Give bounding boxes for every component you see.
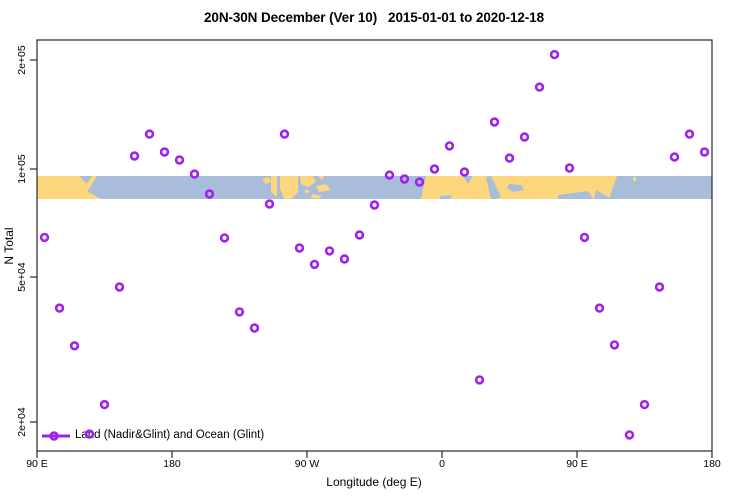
data-point <box>504 153 515 163</box>
data-point <box>294 243 305 253</box>
land-shape <box>271 176 277 197</box>
x-tick-label: 90 W <box>294 458 320 470</box>
data-point <box>354 230 365 240</box>
data-point <box>174 155 185 165</box>
chart-title: 20N-30N December (Ver 10) 2015-01-01 to … <box>204 10 544 25</box>
sea-shape <box>507 184 524 192</box>
data-point <box>129 151 140 161</box>
y-axis-label: N Total <box>2 227 16 265</box>
land-shape <box>83 176 97 192</box>
data-point <box>459 167 470 177</box>
data-point <box>69 341 80 351</box>
x-tick-label: 180 <box>703 458 721 470</box>
land-shape <box>318 176 324 180</box>
data-point <box>699 147 710 157</box>
sea-shape <box>440 195 452 199</box>
y-tick-label: 2e+05 <box>16 45 28 75</box>
sea-shape <box>594 190 612 199</box>
y-tick-label: 2e+04 <box>16 407 28 437</box>
land-shape <box>316 184 331 192</box>
data-point <box>654 282 665 292</box>
data-point <box>39 232 50 243</box>
data-point <box>384 170 395 180</box>
data-point <box>189 169 200 179</box>
sea-shape <box>486 176 501 199</box>
data-point <box>309 259 320 270</box>
data-point <box>609 340 620 350</box>
data-point <box>684 129 695 139</box>
data-point <box>639 399 650 410</box>
land-shape <box>262 177 272 184</box>
data-point <box>114 282 125 292</box>
land-shape <box>305 190 309 193</box>
x-tick-label: 90 E <box>566 458 588 470</box>
x-tick-label: 180 <box>163 458 181 470</box>
data-point <box>204 189 215 199</box>
x-axis-label: Longitude (deg E) <box>326 475 422 489</box>
data-point <box>249 323 260 333</box>
land-shape <box>421 176 617 199</box>
legend-label: Land (Nadir&Glint) and Ocean (Glint) <box>75 429 265 441</box>
data-point <box>144 129 155 139</box>
sea-shape <box>463 176 473 184</box>
data-point <box>549 49 560 60</box>
data-point <box>369 200 380 210</box>
data-point <box>99 399 110 410</box>
data-point <box>429 164 440 174</box>
data-point <box>579 232 590 243</box>
x-tick-label: 90 E <box>26 458 48 470</box>
data-point <box>624 430 635 440</box>
data-point <box>594 303 605 313</box>
data-points <box>39 49 710 440</box>
sea-shape <box>558 191 593 199</box>
data-point <box>159 147 170 157</box>
land-shape <box>311 194 322 199</box>
data-point <box>399 174 410 184</box>
legend-point-icon <box>49 431 59 441</box>
data-point <box>564 163 575 173</box>
data-point <box>414 177 425 187</box>
land-shape <box>300 176 316 187</box>
plot-frame <box>36 39 713 452</box>
data-point <box>234 307 245 317</box>
data-point <box>324 246 335 256</box>
data-point <box>54 303 65 313</box>
x-tick-label: 0 <box>439 458 445 470</box>
data-point <box>669 152 680 162</box>
land-shape <box>280 176 298 199</box>
data-point <box>444 141 455 151</box>
data-point <box>279 129 290 139</box>
data-point <box>519 132 530 142</box>
data-point <box>474 375 485 385</box>
ocean-strip <box>37 176 712 199</box>
world-map-band <box>37 176 712 199</box>
data-point <box>264 199 275 209</box>
data-point <box>534 82 545 92</box>
data-point <box>489 117 500 127</box>
y-tick-label: 1e+05 <box>16 154 28 184</box>
land-shape <box>633 177 636 181</box>
y-tick-label: 5e+04 <box>16 262 28 292</box>
land-shape <box>37 176 101 199</box>
data-point <box>339 254 350 264</box>
axis-ticks <box>30 59 713 458</box>
data-point <box>219 233 230 243</box>
legend-marker <box>42 431 70 441</box>
